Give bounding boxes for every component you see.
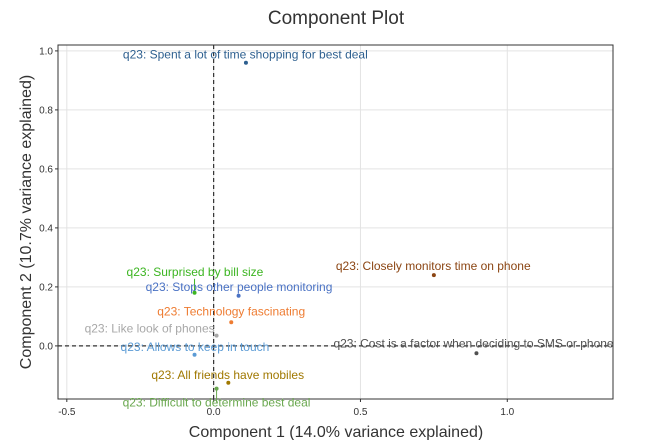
data-marks: q23: Spent a lot of time shopping for be… xyxy=(85,48,614,410)
data-point xyxy=(229,320,234,325)
data-label: q23: Closely monitors time on phone xyxy=(336,259,531,273)
chart-title: Component Plot xyxy=(268,8,405,29)
x-tick-label: -0.5 xyxy=(58,407,76,418)
x-tick-label: 1.0 xyxy=(500,407,514,418)
y-axis-label: Component 2 (10.7% variance explained) xyxy=(18,75,35,369)
y-tick-label: 0.6 xyxy=(39,164,53,175)
y-tick-label: 1.0 xyxy=(39,46,53,57)
data-point-group: q23: Like look of phones xyxy=(85,322,219,338)
data-label: q23: Spent a lot of time shopping for be… xyxy=(123,48,368,62)
data-label: q23: All friends have mobiles xyxy=(151,368,304,382)
data-label: q23: Technology fascinating xyxy=(157,304,305,318)
data-label: q23: Stops other people monitoring xyxy=(146,280,333,294)
data-point xyxy=(226,380,231,385)
y-tick-label: 0.4 xyxy=(39,223,53,234)
data-label: q23: Cost is a factor when deciding to S… xyxy=(333,336,613,350)
data-point xyxy=(431,273,436,278)
x-tick-label: 0.0 xyxy=(207,407,221,418)
data-point xyxy=(236,293,241,298)
data-point xyxy=(192,352,197,357)
reference-lines xyxy=(58,45,613,399)
x-tick-label: 0.5 xyxy=(354,407,368,418)
data-point-group: q23: Cost is a factor when deciding to S… xyxy=(333,336,614,356)
data-label: q23: Like look of phones xyxy=(85,322,215,336)
data-point-group: q23: Difficult to determine best deal xyxy=(123,386,311,410)
data-label: q23: Surprised by bill size xyxy=(127,265,264,279)
y-tick-label: 0.0 xyxy=(39,341,53,352)
data-point-group: q23: Allows to keep in touch xyxy=(121,340,270,357)
data-point-group: q23: Technology fascinating xyxy=(157,304,305,325)
data-point-group: q23: Surprised by bill size xyxy=(127,265,264,295)
x-axis-label: Component 1 (14.0% variance explained) xyxy=(189,424,483,440)
data-point-group: q23: Spent a lot of time shopping for be… xyxy=(123,48,368,65)
data-label: q23: Difficult to determine best deal xyxy=(123,396,311,410)
axis-ticks: -0.5 0.0 0.5 1.0 0.0 0.2 0.4 0.6 0.8 1.0 xyxy=(39,46,515,418)
data-point xyxy=(214,333,219,338)
data-point xyxy=(214,386,219,391)
data-label: q23: Allows to keep in touch xyxy=(121,340,270,354)
data-point xyxy=(243,60,248,65)
data-point xyxy=(474,351,479,356)
data-point-group: q23: Stops other people monitoring xyxy=(146,280,333,298)
data-point xyxy=(192,290,197,295)
y-tick-label: 0.2 xyxy=(39,282,53,293)
data-point-group: q23: All friends have mobiles xyxy=(151,368,304,385)
plot-frame xyxy=(57,44,614,400)
data-point-group: q23: Closely monitors time on phone xyxy=(336,259,531,278)
y-tick-label: 0.8 xyxy=(39,105,53,116)
